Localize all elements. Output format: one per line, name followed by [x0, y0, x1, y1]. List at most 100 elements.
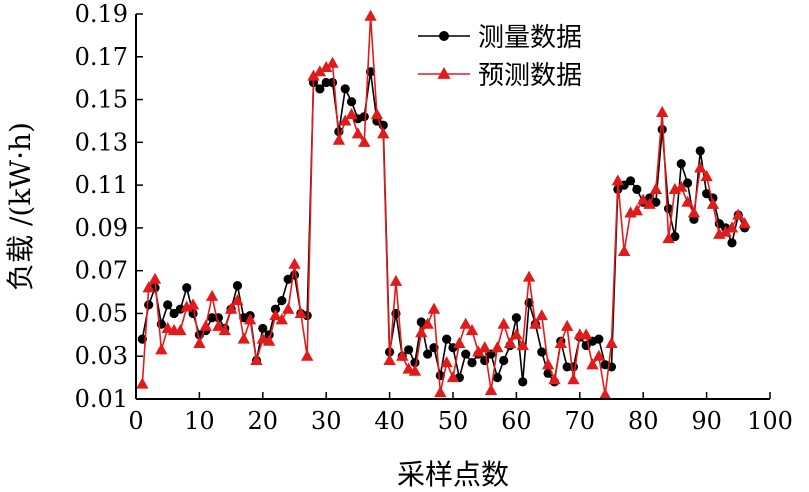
data-point — [675, 180, 688, 192]
data-point — [662, 232, 675, 244]
data-point — [434, 386, 447, 398]
data-point — [277, 296, 287, 306]
data-point — [320, 60, 333, 73]
data-point — [435, 370, 445, 381]
data-point — [537, 347, 547, 357]
data-point — [681, 195, 694, 207]
data-point — [258, 323, 268, 334]
data-point — [289, 270, 300, 280]
data-point — [522, 270, 536, 282]
data-point — [568, 362, 579, 372]
data-point — [205, 289, 219, 301]
data-point — [199, 319, 212, 331]
data-point — [231, 294, 244, 306]
x-tick-label: 90 — [691, 407, 722, 435]
data-point — [492, 373, 502, 383]
data-point — [377, 127, 390, 139]
data-point — [294, 306, 308, 318]
data-point — [416, 317, 426, 327]
data-point — [446, 371, 460, 383]
data-point — [491, 341, 504, 353]
data-point — [321, 77, 331, 88]
data-point — [694, 161, 707, 173]
data-point — [288, 257, 301, 269]
data-point — [415, 326, 428, 338]
series-line — [141, 71, 746, 384]
data-point — [281, 302, 295, 314]
data-point — [232, 281, 243, 291]
data-point — [670, 231, 680, 242]
y-tick-label: 0.07 — [75, 257, 128, 285]
data-point — [326, 56, 339, 68]
data-point — [511, 313, 521, 323]
data-point — [651, 197, 661, 207]
data-point — [465, 324, 479, 336]
y-tick-label: 0.19 — [75, 0, 128, 28]
legend-marker — [439, 31, 449, 41]
data-point — [427, 302, 441, 314]
data-point — [364, 9, 377, 21]
data-point — [598, 388, 612, 400]
y-tick-label: 0.13 — [75, 128, 128, 156]
data-point — [404, 345, 414, 355]
data-point — [212, 319, 225, 331]
data-point — [727, 238, 737, 248]
data-point — [625, 176, 636, 186]
data-point — [345, 108, 358, 120]
data-point — [423, 349, 433, 359]
data-point — [243, 313, 257, 325]
x-tick-label: 20 — [248, 407, 279, 435]
legend-label: 预测数据 — [478, 61, 582, 91]
data-point — [340, 84, 350, 94]
data-point — [676, 159, 686, 169]
series-2 — [136, 9, 751, 400]
data-point — [461, 349, 471, 359]
x-tick-label: 0 — [128, 407, 143, 435]
data-point — [142, 281, 155, 293]
data-point — [275, 313, 288, 325]
data-point — [237, 332, 250, 344]
y-tick-label: 0.11 — [75, 171, 128, 199]
data-point — [594, 334, 604, 344]
data-point — [351, 127, 365, 139]
y-tick-label: 0.15 — [75, 86, 128, 114]
data-point — [174, 324, 187, 336]
x-tick-label: 60 — [501, 407, 532, 435]
y-tick-label: 0.05 — [75, 299, 128, 327]
data-point — [695, 146, 705, 156]
legend-marker — [437, 67, 451, 79]
data-point — [682, 178, 693, 188]
x-tick-label: 100 — [747, 407, 793, 435]
data-point — [535, 309, 548, 321]
legend-label: 测量数据 — [478, 23, 582, 53]
data-point — [307, 69, 320, 81]
data-point — [499, 355, 509, 366]
x-tick-label: 50 — [438, 407, 469, 435]
data-point — [339, 114, 352, 126]
data-point — [497, 317, 510, 329]
data-point — [346, 97, 357, 107]
data-point — [503, 336, 517, 348]
data-point — [611, 174, 625, 186]
data-point — [738, 217, 751, 229]
data-point — [562, 362, 572, 372]
data-point — [548, 373, 561, 385]
data-point — [313, 65, 327, 77]
data-point — [136, 377, 149, 389]
data-point — [510, 328, 523, 340]
data-point — [484, 383, 498, 395]
data-point — [560, 319, 574, 331]
data-point — [732, 208, 745, 220]
data-point — [421, 317, 434, 329]
data-point — [186, 298, 200, 310]
x-axis-title: 采样点数 — [397, 458, 509, 491]
data-point — [643, 197, 656, 209]
y-tick-label: 0.01 — [75, 385, 128, 413]
data-point — [269, 309, 282, 321]
data-point — [459, 317, 472, 329]
data-point — [224, 302, 238, 314]
data-point — [541, 358, 555, 370]
data-point — [383, 354, 396, 366]
